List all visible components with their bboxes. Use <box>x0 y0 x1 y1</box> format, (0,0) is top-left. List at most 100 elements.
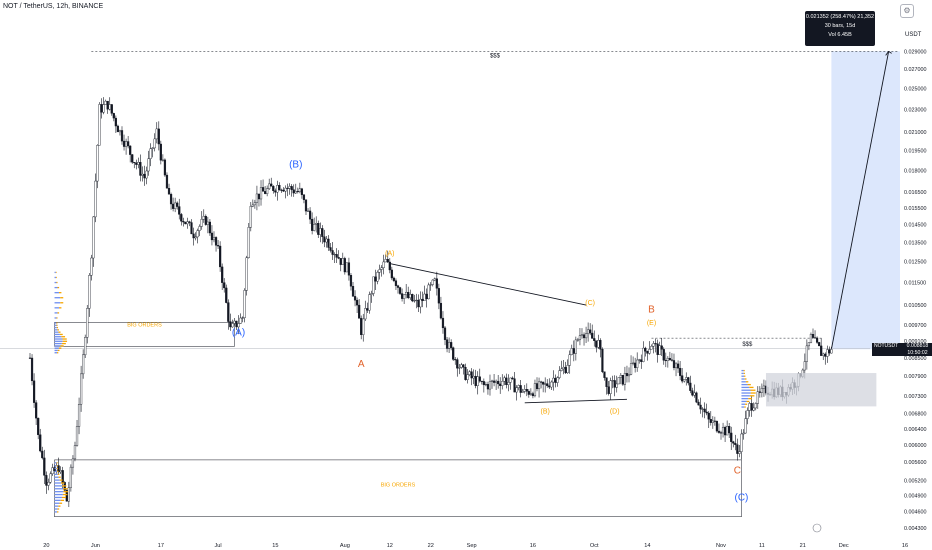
candle-body <box>358 304 361 319</box>
candle-body <box>462 364 465 368</box>
volume-profile-bar <box>749 395 755 397</box>
volume-profile-bar <box>54 292 60 294</box>
candle-body <box>527 391 530 395</box>
candle-body <box>28 357 32 359</box>
candle-body <box>368 294 371 311</box>
candle-body <box>362 318 365 335</box>
volume-profile-bar <box>58 347 62 349</box>
volume-profile-bar <box>741 400 747 403</box>
candle-body <box>280 189 283 191</box>
candle-body <box>415 299 418 301</box>
time-axis-tick: Sep <box>467 543 477 549</box>
candle-body <box>732 441 735 444</box>
candle-body <box>216 245 220 247</box>
candle-body <box>758 391 761 393</box>
symbol-title[interactable]: NOT / TetherUS, 12h, BINANCE <box>3 3 104 10</box>
volume-profile-bar <box>62 493 68 496</box>
candle-body <box>243 290 246 318</box>
price-axis-tick: 0.008500 <box>904 356 926 362</box>
wave-label: C <box>734 466 741 477</box>
price-axis-tick: 0.006400 <box>904 427 926 433</box>
candle-body <box>49 473 52 483</box>
candle-body <box>472 375 475 379</box>
candle-body <box>642 347 645 362</box>
projection-arrow <box>830 51 890 350</box>
price-axis-tick: 0.019500 <box>904 149 926 155</box>
candle-body <box>135 162 138 165</box>
candle-body <box>605 377 608 387</box>
candle-body <box>247 227 250 258</box>
wave-label: (E) <box>647 320 656 327</box>
price-axis-tick: 0.005200 <box>904 479 926 485</box>
candle-body <box>264 191 267 194</box>
volume-profile-bar <box>54 338 63 340</box>
candle-body <box>274 190 277 193</box>
candle-body <box>723 426 727 436</box>
candle-body <box>43 457 46 476</box>
candle-body <box>423 293 426 301</box>
candle-body <box>752 407 755 411</box>
candle-body <box>492 380 496 383</box>
candle-body <box>556 377 559 383</box>
candle-body <box>129 145 132 155</box>
candle-body <box>822 353 825 356</box>
candle-body <box>333 254 336 256</box>
candle-body <box>106 100 109 110</box>
currency-label[interactable]: USDT <box>905 32 922 38</box>
candle-body <box>233 320 236 324</box>
candle-body <box>820 345 823 356</box>
gear-icon[interactable]: ⚙ <box>900 4 914 18</box>
candle-body <box>576 339 579 341</box>
candle-body <box>701 408 704 410</box>
wave-label: (A) <box>232 327 245 338</box>
candle-body <box>664 360 667 362</box>
candle-body <box>805 345 808 362</box>
candle-body <box>161 159 164 161</box>
candle-body <box>409 294 412 299</box>
volume-profile-bar <box>54 281 57 284</box>
volume-profile-bar <box>63 488 68 490</box>
candle-body <box>182 221 185 223</box>
candle-body <box>589 329 592 334</box>
time-axis-tick: 15 <box>272 543 278 549</box>
candle-body <box>523 389 526 392</box>
volume-profile-bar <box>54 324 57 326</box>
candle-body <box>717 430 721 433</box>
candle-body <box>503 377 506 382</box>
volume-profile-bar <box>57 286 60 289</box>
candle-body <box>45 475 48 486</box>
candle-body <box>51 467 54 475</box>
candle-body <box>100 104 103 113</box>
candle-body <box>98 104 101 146</box>
candle-body <box>86 308 89 338</box>
volume-profile-bar <box>56 326 59 329</box>
price-axis-tick: 0.015500 <box>904 206 926 212</box>
candle-body <box>681 375 684 382</box>
candle-body <box>124 141 128 147</box>
price-axis <box>900 0 932 550</box>
volume-profile-bar <box>54 488 64 490</box>
candle-body <box>488 381 492 390</box>
candle-body <box>163 159 167 176</box>
candle-body <box>131 154 134 163</box>
volume-profile-bar <box>62 338 67 340</box>
candle-body <box>411 294 414 302</box>
price-axis-tick: 0.009700 <box>904 323 926 329</box>
candle-body <box>270 183 273 187</box>
candle-body <box>460 364 463 368</box>
candle-body <box>584 333 588 339</box>
candle-body <box>61 470 64 483</box>
candle-body <box>572 348 575 354</box>
volume-profile-bar <box>54 307 60 309</box>
candle-body <box>452 347 455 360</box>
candle-body <box>511 377 514 379</box>
candle-body <box>120 130 124 142</box>
volume-profile-bar <box>54 462 57 464</box>
candle-body <box>419 298 422 308</box>
candle-body <box>47 482 50 486</box>
candle-body <box>450 342 453 348</box>
volume-profile-bar <box>54 482 61 484</box>
volume-profile-bar <box>54 491 64 493</box>
candle-body <box>552 377 555 383</box>
